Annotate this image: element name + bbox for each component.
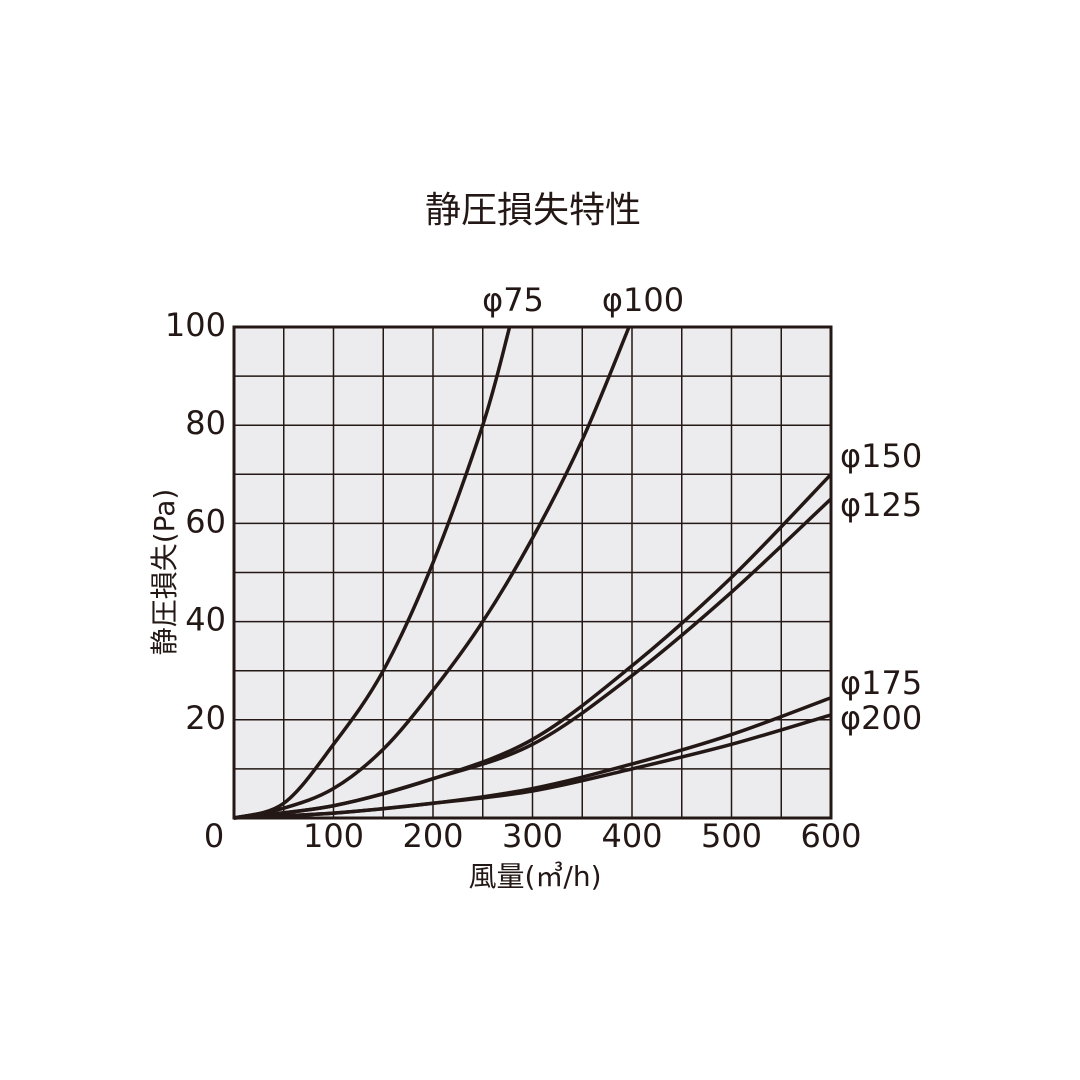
y-tick-label: 20 [185,699,226,737]
series-label: φ75 [482,281,544,319]
x-tick-label: 600 [800,817,861,855]
x-axis-label: 風量(㎥/h) [468,860,601,893]
series-label: φ100 [602,281,684,319]
y-tick-label: 40 [185,601,226,639]
series-line [233,326,631,820]
series-line [233,326,512,820]
y-axis-label: 静圧損失(Pa) [148,489,181,656]
series-label: φ200 [840,699,922,737]
y-tick-label: 60 [185,502,226,540]
series-label: φ150 [840,437,922,475]
x-tick-label: 0 [204,817,224,855]
x-tick-label: 300 [502,817,563,855]
series-line [233,497,833,820]
x-tick-label: 200 [402,817,463,855]
y-tick-label: 80 [185,404,226,442]
series-line [233,713,832,820]
x-tick-label: 500 [701,817,762,855]
series-label: φ175 [840,664,922,702]
x-tick-label: 100 [303,817,364,855]
chart-title: 静圧損失特性 [425,190,641,231]
plot-frame [232,325,833,820]
y-tick-label: 100 [165,306,226,344]
x-tick-label: 400 [601,817,662,855]
series-label: φ125 [840,486,922,524]
